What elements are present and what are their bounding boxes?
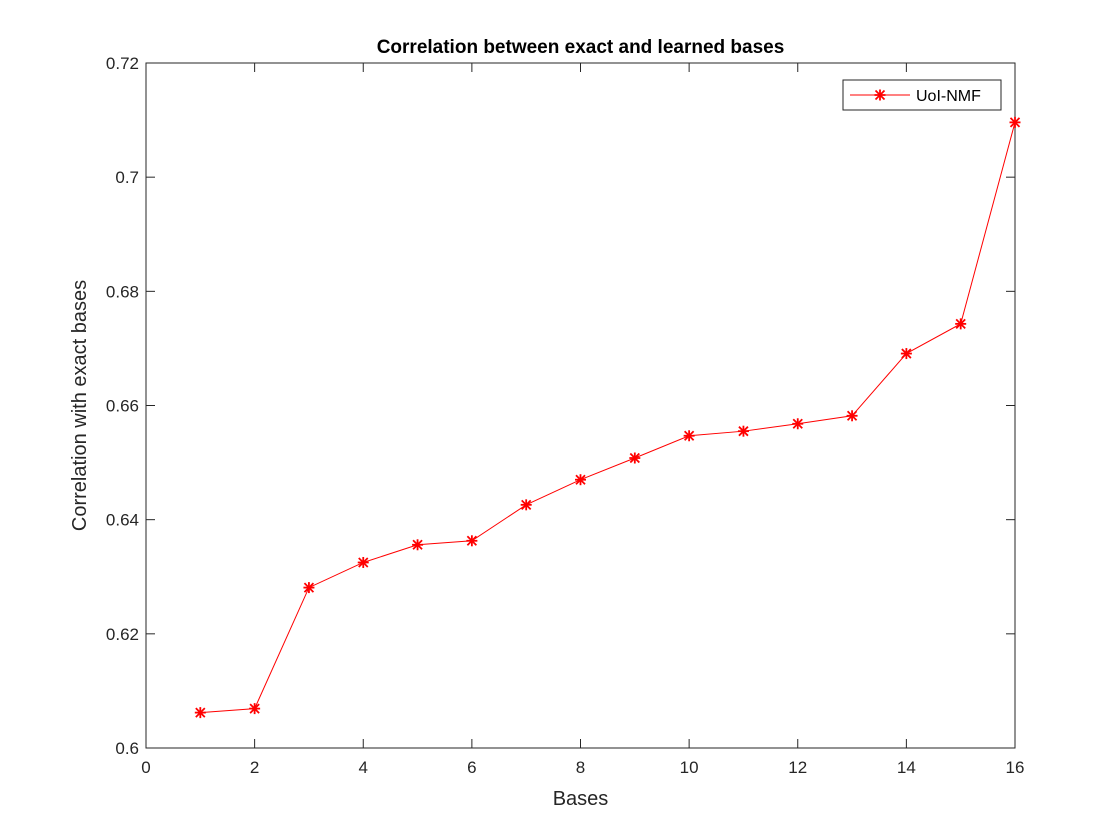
data-point-marker bbox=[683, 430, 695, 442]
data-point-marker bbox=[629, 452, 641, 464]
plot-area bbox=[145, 62, 1016, 749]
series-layer bbox=[194, 116, 1021, 719]
y-tick-label: 0.6 bbox=[115, 739, 139, 758]
x-tick-label: 16 bbox=[1006, 758, 1025, 777]
x-tick-label: 14 bbox=[897, 758, 916, 777]
data-point-marker bbox=[575, 474, 586, 486]
data-point-marker bbox=[1009, 116, 1021, 128]
y-tick-label: 0.7 bbox=[115, 168, 139, 187]
x-axis-ticks: 0 2 4 6 8 10 12 14 16 bbox=[141, 63, 1024, 777]
x-tick-label: 0 bbox=[141, 758, 150, 777]
data-point-marker bbox=[792, 418, 804, 430]
data-point-marker bbox=[249, 703, 261, 715]
x-tick-label: 8 bbox=[576, 758, 585, 777]
data-point-marker bbox=[303, 582, 315, 594]
data-point-marker bbox=[900, 348, 912, 360]
x-tick-label: 10 bbox=[680, 758, 699, 777]
y-tick-label: 0.66 bbox=[106, 397, 139, 416]
y-tick-label: 0.62 bbox=[106, 625, 139, 644]
data-point-marker bbox=[194, 707, 206, 719]
chart-title: Correlation between exact and learned ba… bbox=[377, 37, 785, 58]
data-point-marker bbox=[520, 499, 532, 511]
x-axis-label: Bases bbox=[553, 788, 609, 810]
axes-box bbox=[145, 62, 1016, 749]
y-tick-label: 0.64 bbox=[106, 511, 139, 530]
legend: UoI-NMF bbox=[842, 79, 1002, 111]
x-tick-label: 6 bbox=[467, 758, 476, 777]
data-point-marker bbox=[412, 539, 424, 551]
x-tick-label: 12 bbox=[788, 758, 807, 777]
data-point-marker bbox=[737, 425, 749, 437]
data-point-marker bbox=[846, 410, 858, 422]
data-point-marker bbox=[357, 556, 369, 568]
y-axis-ticks: 0.6 0.62 0.64 0.66 0.68 0.7 0.72 bbox=[106, 54, 1015, 758]
x-tick-label: 2 bbox=[250, 758, 259, 777]
y-tick-label: 0.72 bbox=[106, 54, 139, 73]
legend-marker bbox=[874, 89, 886, 101]
data-point-marker bbox=[955, 318, 967, 330]
x-tick-label: 4 bbox=[359, 758, 368, 777]
data-point-marker bbox=[466, 535, 478, 547]
y-tick-label: 0.68 bbox=[106, 282, 139, 301]
legend-label: UoI-NMF bbox=[916, 88, 981, 105]
y-axis-label: Correlation with exact bases bbox=[69, 280, 91, 531]
series-line bbox=[200, 122, 1016, 714]
